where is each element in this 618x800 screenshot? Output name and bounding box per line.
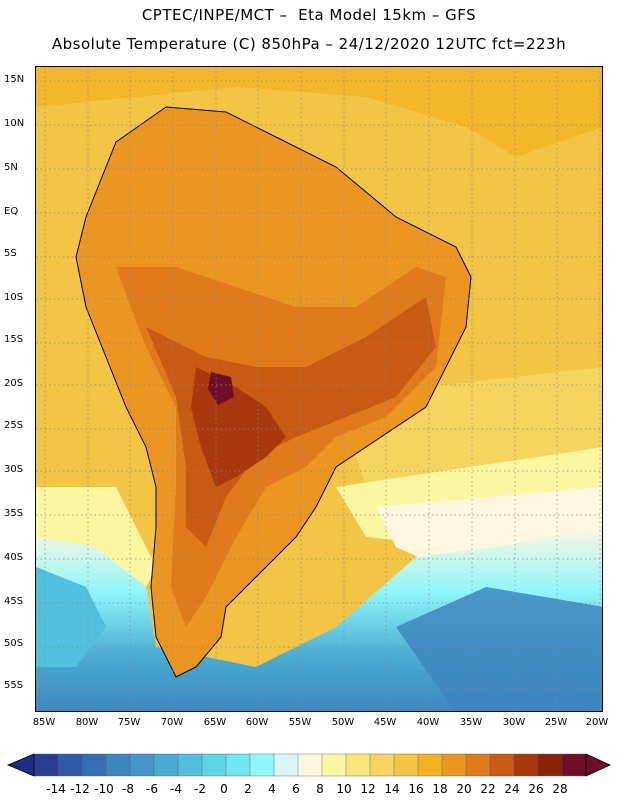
colorbar-label: 20 (456, 782, 472, 796)
map-area (35, 66, 603, 712)
colorbar-label: 0 (220, 782, 228, 796)
colorbar-cell (201, 753, 227, 777)
lat-label: 35S (4, 508, 24, 519)
lon-label: 35W (459, 717, 483, 728)
colorbar-cell (249, 753, 275, 777)
cold-ocean-west (36, 567, 106, 667)
colorbar-cell (153, 753, 179, 777)
colorbar-cell (297, 753, 323, 777)
lon-label: 75W (117, 717, 141, 728)
lon-label: 30W (502, 717, 526, 728)
colorbar (6, 753, 611, 777)
colorbar-cell (537, 753, 563, 777)
colorbar-label: 28 (552, 782, 568, 796)
colorbar-cells (33, 753, 587, 777)
colorbar-label: -12 (70, 782, 90, 796)
ocean-warm-band (36, 67, 602, 157)
colorbar-cell (273, 753, 299, 777)
colorbar-label: -6 (146, 782, 158, 796)
lon-label: 40W (416, 717, 440, 728)
lon-label: 25W (544, 717, 568, 728)
colorbar-cell (81, 753, 107, 777)
lat-label: 20S (4, 378, 24, 389)
colorbar-label: -10 (94, 782, 114, 796)
colorbar-cell (345, 753, 371, 777)
colorbar-low-arrow (6, 753, 35, 777)
lat-label: 45S (4, 596, 24, 607)
lat-label: 10S (4, 292, 24, 303)
colorbar-cell (369, 753, 395, 777)
colorbar-label: 2 (244, 782, 252, 796)
colorbar-cell (417, 753, 443, 777)
colorbar-label: 8 (316, 782, 324, 796)
colorbar-cell (105, 753, 131, 777)
colorbar-label: 16 (408, 782, 424, 796)
temperature-map (36, 67, 602, 711)
lat-label: EQ (4, 206, 19, 217)
colorbar-label: 22 (480, 782, 496, 796)
lat-label: 10N (4, 118, 25, 129)
colorbar-cell (33, 753, 59, 777)
colorbar-label: 26 (528, 782, 544, 796)
colorbar-label: -2 (194, 782, 206, 796)
lat-label: 50S (4, 638, 24, 649)
colorbar-cell (321, 753, 347, 777)
lat-label: 40S (4, 552, 24, 563)
lat-label: 15N (4, 74, 25, 85)
lon-label: 85W (32, 717, 56, 728)
colorbar-cell (393, 753, 419, 777)
colorbar-cell (177, 753, 203, 777)
colorbar-cell (489, 753, 515, 777)
colorbar-cell (225, 753, 251, 777)
colorbar-label: 4 (268, 782, 276, 796)
colorbar-cell (57, 753, 83, 777)
lat-label: 30S (4, 464, 24, 475)
lat-label: 5S (4, 248, 17, 259)
coastline (75, 106, 472, 678)
lon-label: 50W (331, 717, 355, 728)
lon-label: 65W (203, 717, 227, 728)
lon-label: 70W (160, 717, 184, 728)
colorbar-cell (561, 753, 587, 777)
colorbar-cell (129, 753, 155, 777)
colorbar-cell (465, 753, 491, 777)
lat-label: 5N (4, 162, 18, 173)
colorbar-cell (441, 753, 467, 777)
colorbar-label: 10 (336, 782, 352, 796)
cold-ocean-deep (396, 587, 602, 711)
colorbar-cell (513, 753, 539, 777)
map-subtitle: Absolute Temperature (C) 850hPa – 24/12/… (51, 35, 567, 53)
colorbar-label: 12 (360, 782, 376, 796)
colorbar-label: 18 (432, 782, 448, 796)
graticule (36, 67, 602, 711)
lat-label: 25S (4, 420, 24, 431)
lon-label: 80W (75, 717, 99, 728)
lat-label: 55S (4, 680, 24, 691)
colorbar-label: 14 (384, 782, 400, 796)
lon-label: 20W (585, 717, 609, 728)
colorbar-label: -4 (170, 782, 182, 796)
colorbar-label: -8 (122, 782, 134, 796)
colorbar-label: 24 (504, 782, 520, 796)
colorbar-label: -14 (46, 782, 66, 796)
colorbar-high-arrow (585, 753, 611, 777)
map-title: CPTEC/INPE/MCT – Eta Model 15km – GFS (141, 6, 477, 24)
hotspot-core (208, 372, 234, 405)
lon-label: 60W (245, 717, 269, 728)
lon-label: 55W (288, 717, 312, 728)
lon-label: 45W (373, 717, 397, 728)
colorbar-label: 6 (292, 782, 300, 796)
lat-label: 15S (4, 334, 24, 345)
